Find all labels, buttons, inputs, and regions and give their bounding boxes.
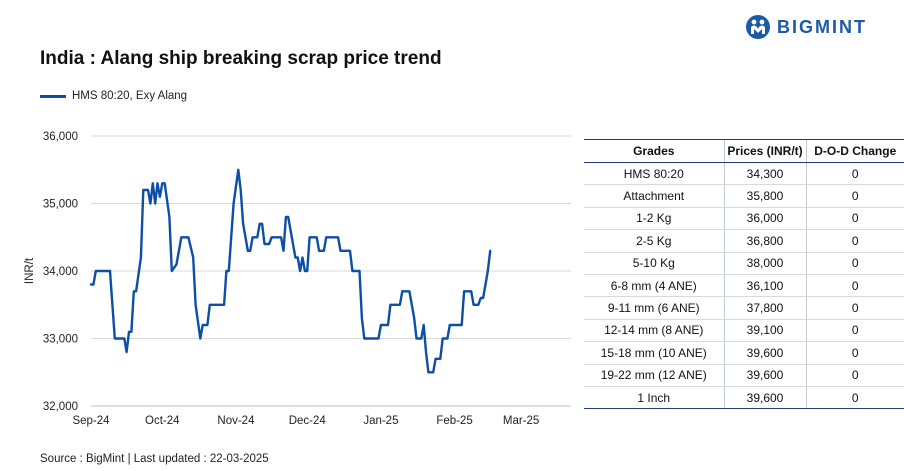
table-row: 19-22 mm (12 ANE) 39,600 0 [584,364,904,387]
cell-grade: 1-2 Kg [584,207,724,231]
cell-grade: 2-5 Kg [584,229,724,253]
series-line-hms-80-20 [89,168,492,374]
y-tick-label: 34,000 [43,266,78,278]
cell-price: 39,600 [723,341,806,365]
cell-price: 36,800 [723,229,806,253]
cell-grade: 19-22 mm (12 ANE) [584,364,724,387]
x-tick-label: Nov-24 [217,415,255,427]
cell-dod-change: 0 [805,162,904,186]
cell-price: 36,000 [723,207,806,231]
table-row: 1-2 Kg 36,000 0 [584,207,904,231]
y-tick-label: 33,000 [43,334,78,346]
column-header-prices: Prices (INR/t) [723,139,806,163]
table-row: 12-14 mm (8 ANE) 39,100 0 [584,319,904,343]
cell-price: 38,000 [723,252,806,275]
cell-dod-change: 0 [805,341,904,365]
x-tick-label: Dec-24 [289,415,327,427]
y-tick-label: 35,000 [43,199,78,211]
table-header-row: Grades Prices (INR/t) D-O-D Change [584,139,904,163]
cell-price: 34,300 [723,162,806,186]
y-axis-label: INR/t [24,257,36,284]
source-note: Source : BigMint | Last updated : 22-03-… [40,453,269,465]
table-row: 15-18 mm (10 ANE) 39,600 0 [584,341,904,365]
cell-dod-change: 0 [805,319,904,343]
cell-price: 39,600 [723,386,806,410]
x-tick-label: Jan-25 [363,415,398,427]
table-row: Attachment 35,800 0 [584,184,904,208]
x-tick-label: Oct-24 [145,415,180,427]
x-tick-label: Feb-25 [436,415,472,427]
table-row: 1 Inch 39,600 0 [584,386,904,410]
cell-grade: HMS 80:20 [584,162,724,186]
table-row: 5-10 Kg 38,000 0 [584,252,904,275]
bigmint-logo-icon [746,15,770,39]
y-tick-label: 36,000 [43,131,78,143]
column-header-dod-change: D-O-D Change [805,139,904,163]
column-header-grades: Grades [584,139,724,163]
chart-legend: HMS 80:20, Exy Alang [40,90,187,102]
cell-grade: 9-11 mm (6 ANE) [584,296,724,320]
x-tick-label: Mar-25 [503,415,539,427]
bigmint-logo: BIGMINT [745,14,867,40]
cell-price: 36,100 [723,274,806,298]
logo-text: BIGMINT [777,16,867,37]
cell-price: 39,100 [723,319,806,343]
x-tick-label: Sep-24 [72,415,110,427]
cell-price: 35,800 [723,184,806,208]
legend-label: HMS 80:20, Exy Alang [72,90,188,102]
cell-dod-change: 0 [805,364,904,387]
table-row: HMS 80:20 34,300 0 [584,162,904,186]
chart-title: India : Alang ship breaking scrap price … [40,48,442,69]
cell-dod-change: 0 [805,274,904,298]
cell-dod-change: 0 [805,207,904,231]
cell-grade: Attachment [584,184,724,208]
cell-dod-change: 0 [805,252,904,275]
table-row: 9-11 mm (6 ANE) 37,800 0 [584,296,904,320]
cell-grade: 6-8 mm (4 ANE) [584,274,724,298]
cell-price: 39,600 [723,364,806,387]
y-tick-label: 32,000 [43,401,78,413]
cell-grade: 1 Inch [584,386,724,410]
cell-dod-change: 0 [805,184,904,208]
cell-grade: 12-14 mm (8 ANE) [584,319,724,343]
cell-dod-change: 0 [805,386,904,410]
legend-swatch [40,94,66,98]
cell-price: 37,800 [723,296,806,320]
cell-grade: 15-18 mm (10 ANE) [584,341,724,365]
cell-dod-change: 0 [805,296,904,320]
cell-dod-change: 0 [805,229,904,253]
table-row: 2-5 Kg 36,800 0 [584,229,904,253]
grades-price-table: Grades Prices (INR/t) D-O-D Change HMS 8… [584,139,904,410]
table-row: 6-8 mm (4 ANE) 36,100 0 [584,274,904,298]
cell-grade: 5-10 Kg [584,252,724,275]
